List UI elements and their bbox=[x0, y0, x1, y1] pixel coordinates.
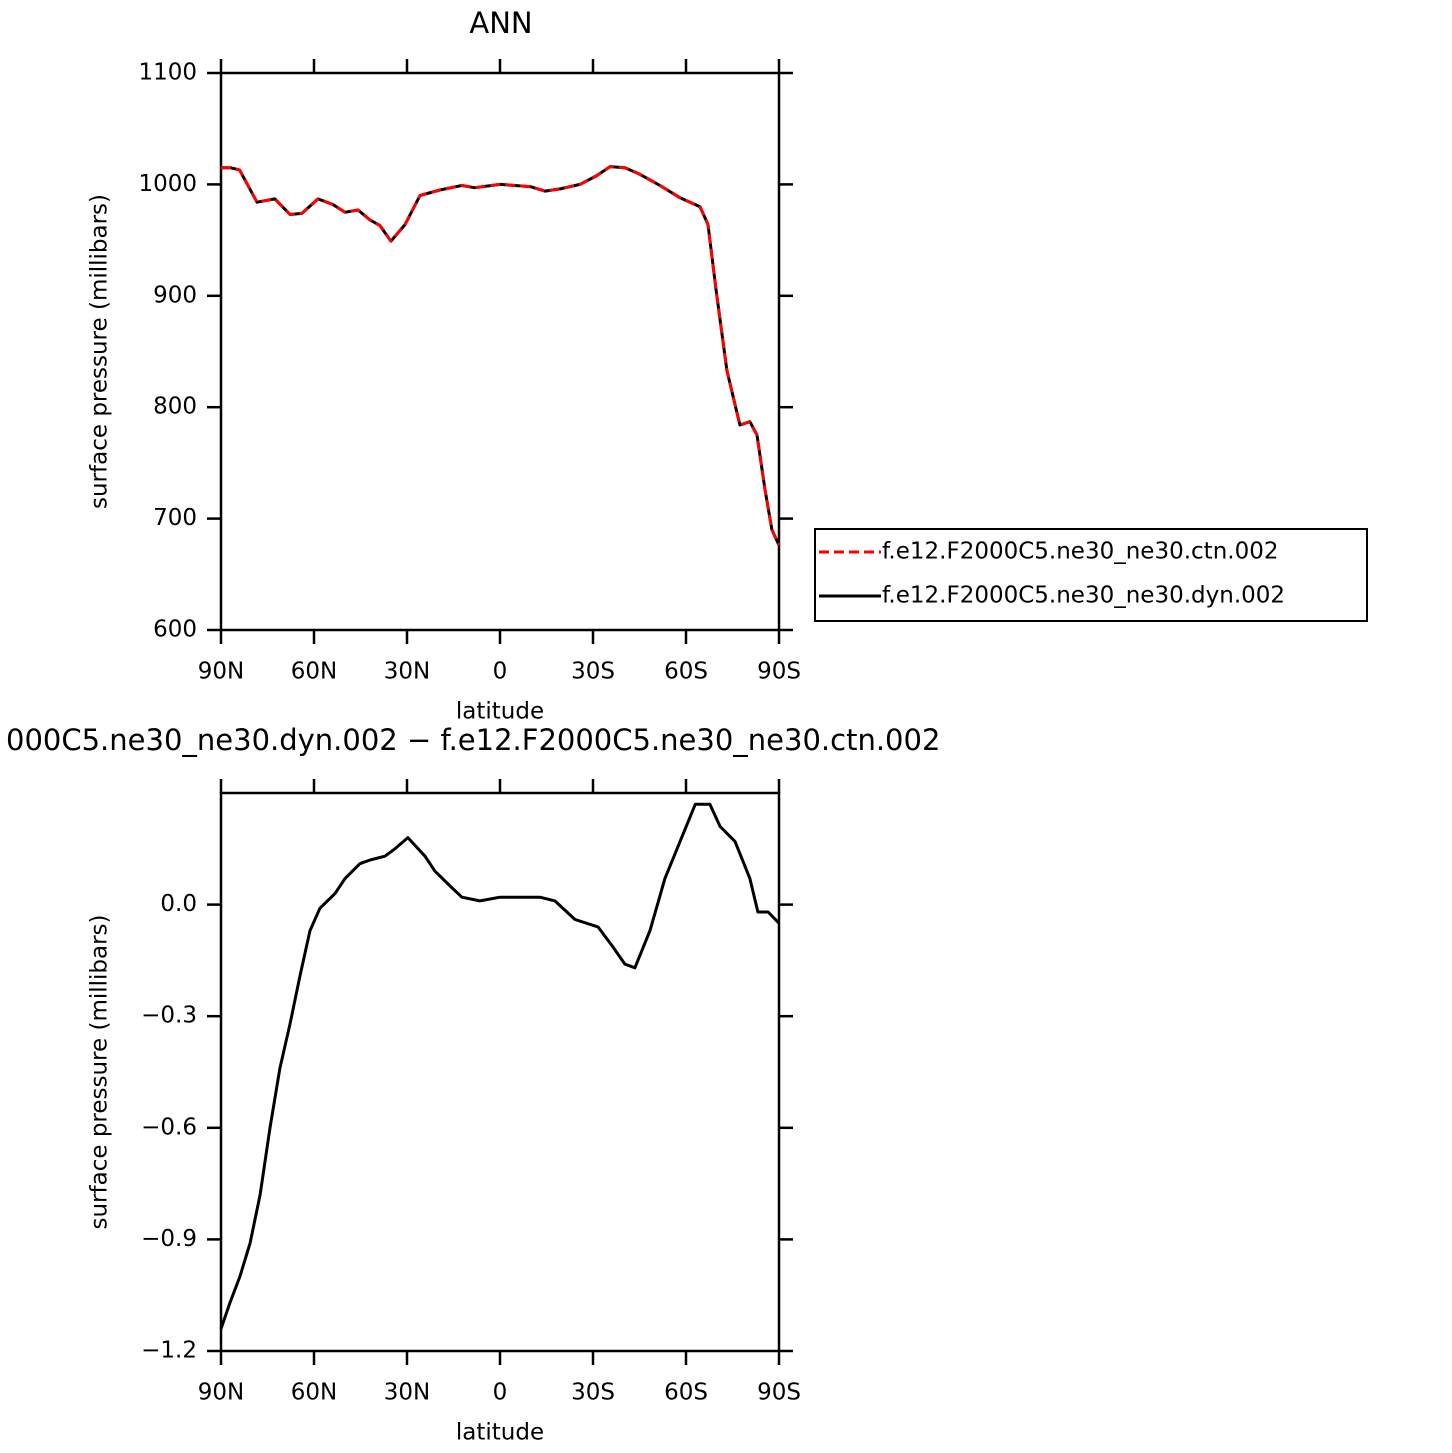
y-tick-label: 600 bbox=[153, 617, 197, 643]
chart-title: 000C5.ne30_ne30.dyn.002 − f.e12.F2000C5.… bbox=[6, 723, 940, 757]
x-tick-label: 60N bbox=[291, 1380, 337, 1406]
y-tick-label: 1100 bbox=[138, 60, 197, 86]
x-tick-label: 90S bbox=[757, 659, 801, 685]
x-tick-label: 30N bbox=[384, 659, 430, 685]
legend-label: f.e12.F2000C5.ne30_ne30.dyn.002 bbox=[882, 583, 1285, 609]
y-tick-label: −1.2 bbox=[141, 1338, 197, 1364]
y-axis-label: surface pressure (millibars) bbox=[87, 914, 113, 1229]
x-tick-label: 90N bbox=[198, 1380, 244, 1406]
plot-frame bbox=[219, 71, 781, 632]
x-tick-label: 90S bbox=[757, 1380, 801, 1406]
x-tick-label: 30S bbox=[571, 659, 615, 685]
legend-label: f.e12.F2000C5.ne30_ne30.ctn.002 bbox=[882, 539, 1278, 565]
x-tick-label: 60S bbox=[664, 1380, 708, 1406]
x-tick-label: 60N bbox=[291, 659, 337, 685]
x-tick-label: 90N bbox=[198, 659, 244, 685]
chart-title: ANN bbox=[469, 6, 532, 40]
x-tick-label: 0 bbox=[493, 659, 508, 685]
x-tick-label: 0 bbox=[493, 1380, 508, 1406]
y-tick-label: 800 bbox=[153, 394, 197, 420]
legend-box bbox=[814, 528, 1368, 622]
y-tick-label: −0.6 bbox=[141, 1114, 197, 1140]
y-tick-label: −0.9 bbox=[141, 1226, 197, 1252]
x-axis-label: latitude bbox=[456, 699, 544, 725]
y-tick-label: 0.0 bbox=[160, 891, 197, 917]
data-line bbox=[221, 165, 781, 546]
y-tick-label: 1000 bbox=[138, 171, 197, 197]
y-tick-label: 700 bbox=[153, 505, 197, 531]
x-tick-label: 30S bbox=[571, 1380, 615, 1406]
y-tick-label: −0.3 bbox=[141, 1003, 197, 1029]
y-axis-label: surface pressure (millibars) bbox=[87, 194, 113, 509]
x-tick-label: 60S bbox=[664, 659, 708, 685]
x-axis-label: latitude bbox=[456, 1420, 544, 1446]
data-line bbox=[221, 165, 781, 546]
x-tick-label: 30N bbox=[384, 1380, 430, 1406]
data-line bbox=[219, 802, 781, 1330]
plot-frame bbox=[219, 791, 781, 1353]
y-tick-label: 900 bbox=[153, 282, 197, 308]
